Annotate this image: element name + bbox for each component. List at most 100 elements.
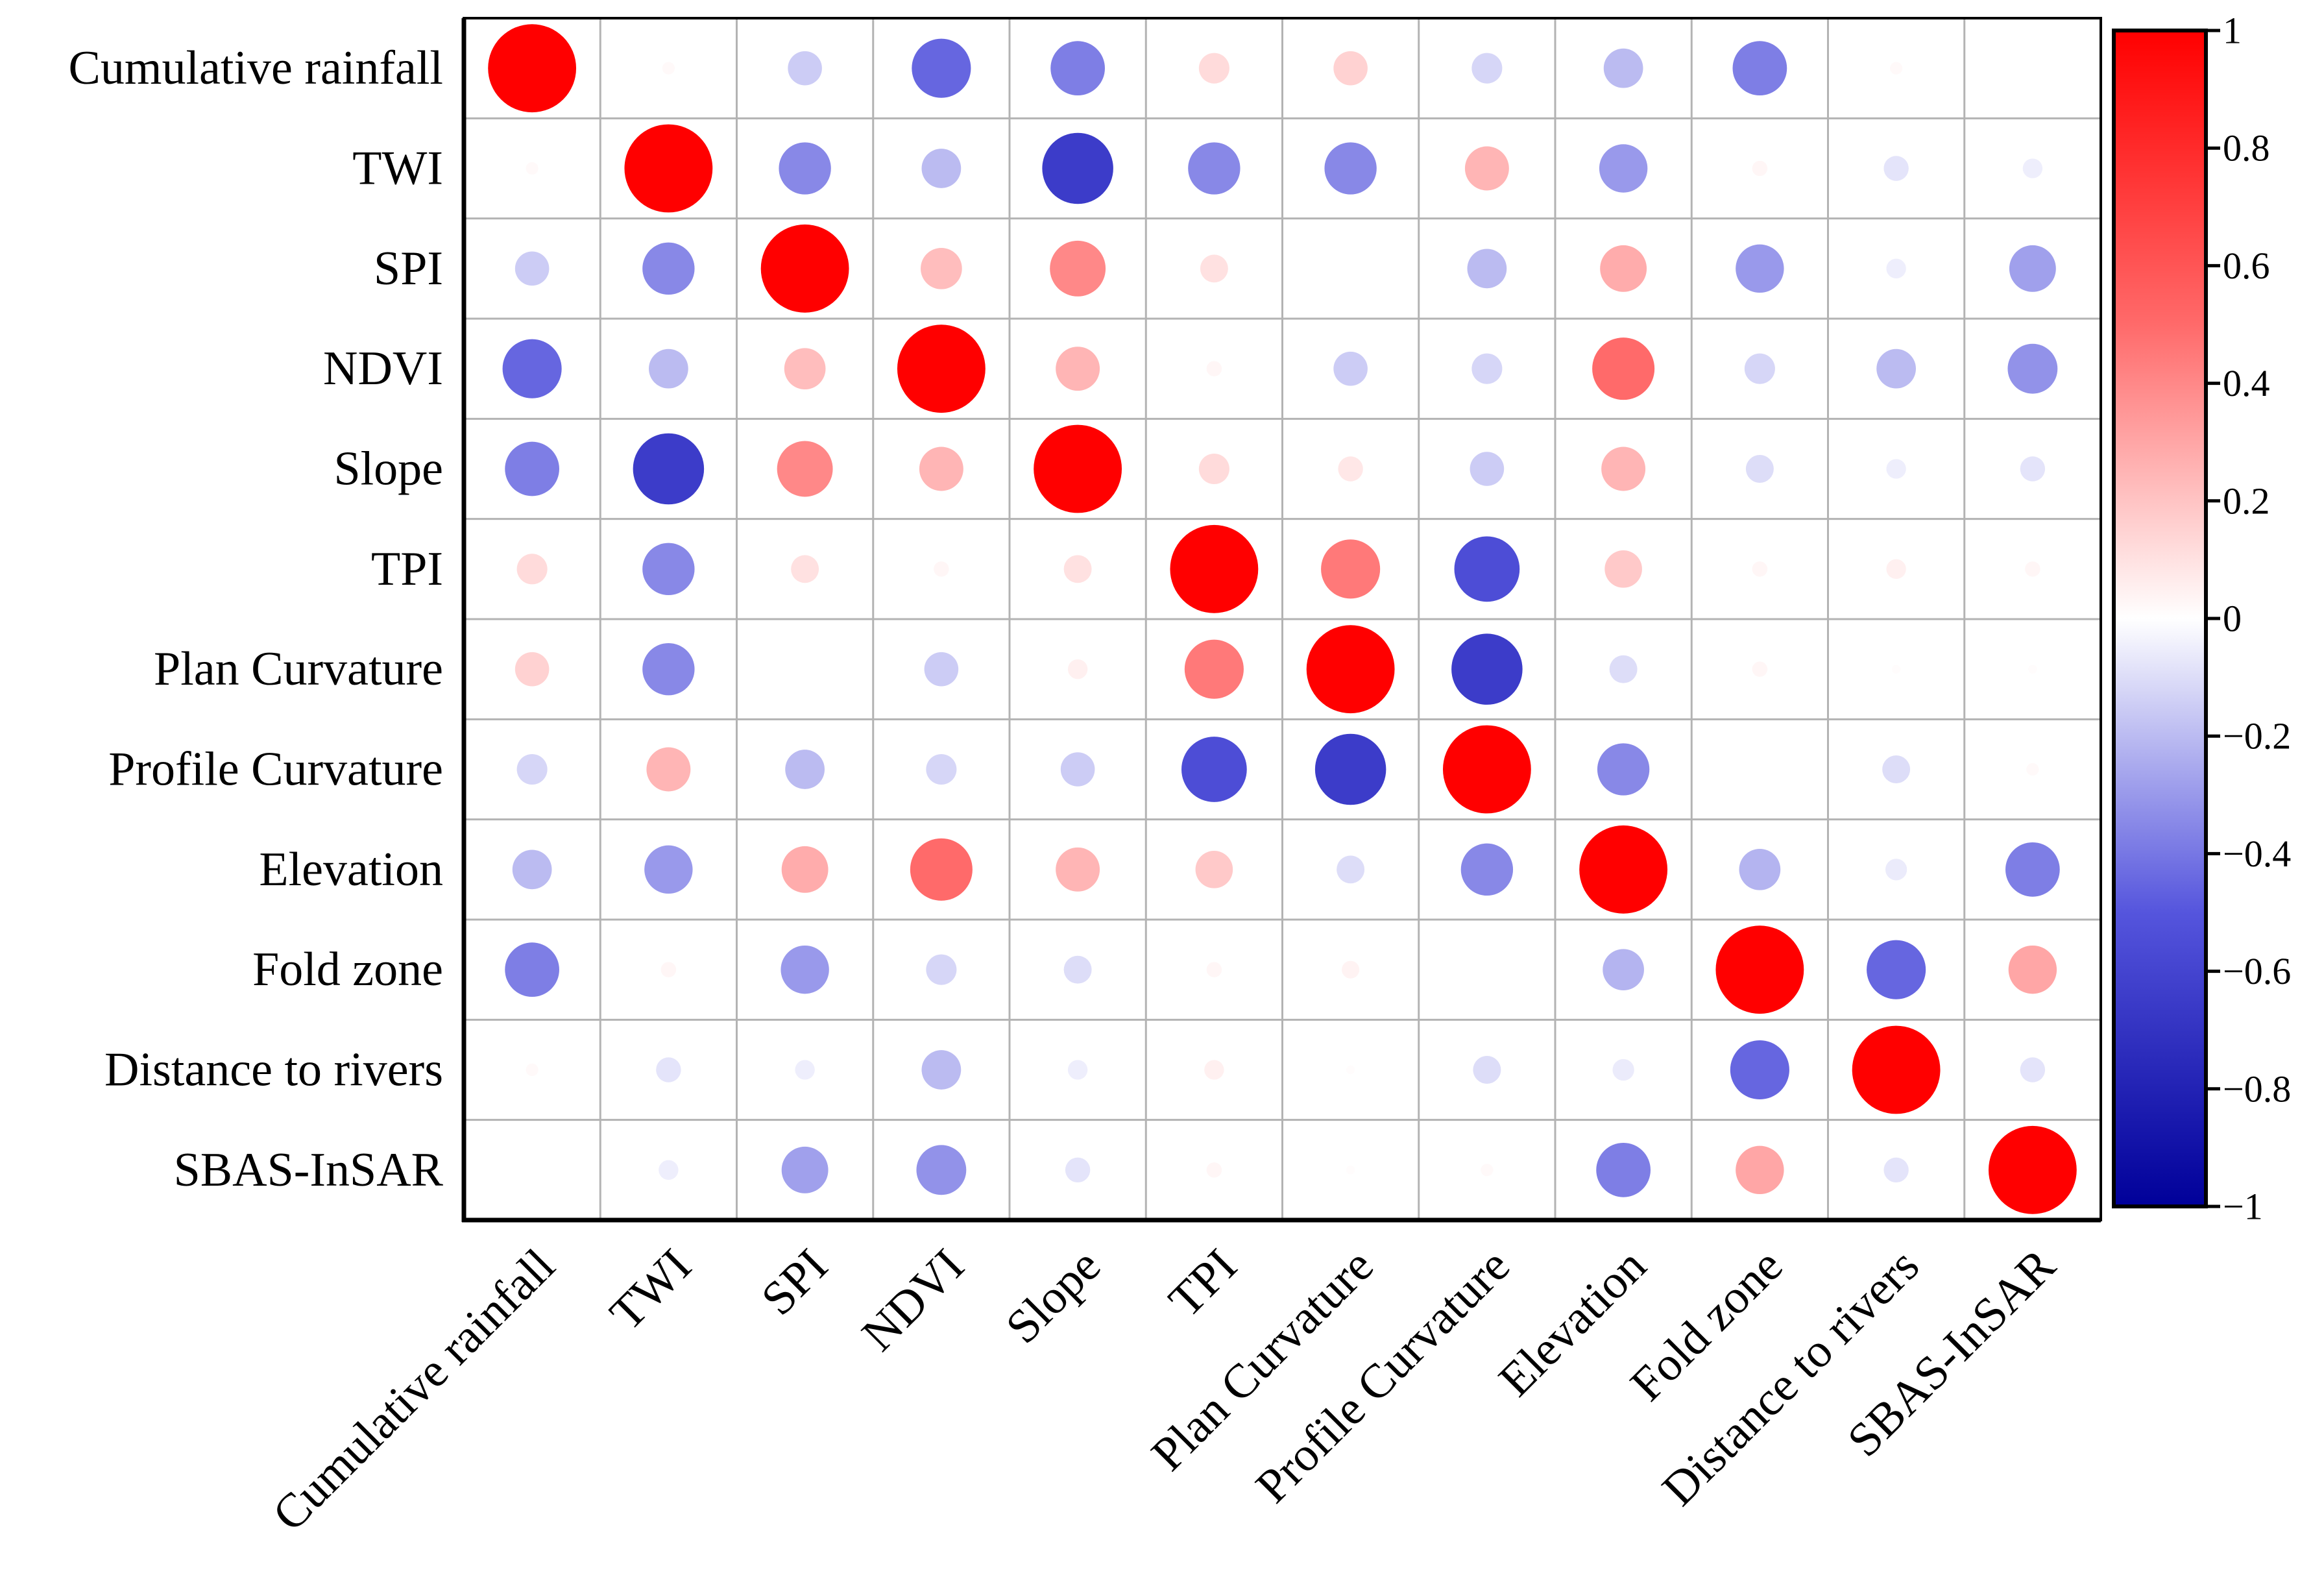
correlation-circle xyxy=(1732,41,1787,96)
correlation-circle xyxy=(642,543,695,596)
row-label: TWI xyxy=(352,142,443,195)
correlation-circle xyxy=(512,850,552,890)
row-label: SBAS-InSAR xyxy=(174,1143,444,1197)
correlation-circle xyxy=(1200,254,1228,283)
correlation-circle xyxy=(1204,1060,1224,1080)
colorbar-tick-label: 0.2 xyxy=(2223,480,2270,522)
column-label: SPI xyxy=(751,1239,838,1326)
correlation-circle xyxy=(1744,353,1775,384)
correlation-circle xyxy=(1883,1157,1909,1183)
colorbar-gradient xyxy=(2112,29,2208,1208)
colorbar-tick-label: −0.6 xyxy=(2223,950,2291,992)
correlation-circle xyxy=(1882,755,1911,783)
column-label: Profile Curvature xyxy=(1246,1239,1520,1513)
row-label: Cumulative rainfall xyxy=(69,42,443,95)
correlation-circle xyxy=(1752,561,1768,577)
column-label: NDVI xyxy=(852,1239,974,1362)
correlation-circle xyxy=(1442,725,1531,814)
correlation-circle xyxy=(2020,456,2046,482)
correlation-circle xyxy=(784,348,826,390)
column-label: TWI xyxy=(600,1239,702,1341)
correlation-circle xyxy=(926,753,957,785)
correlation-circle xyxy=(1886,258,1906,279)
correlation-circle xyxy=(1042,132,1113,204)
correlation-circle xyxy=(1321,539,1381,599)
correlation-circle xyxy=(926,954,957,985)
correlation-circle xyxy=(1890,62,1903,75)
correlation-circle xyxy=(1470,452,1505,486)
correlation-circle xyxy=(1460,843,1514,896)
correlation-circle xyxy=(1467,249,1507,289)
correlation-circle xyxy=(1603,949,1644,991)
correlation-circle xyxy=(921,1050,962,1090)
correlation-circle xyxy=(649,348,688,389)
correlation-circle xyxy=(1473,1056,1501,1084)
correlation-circle xyxy=(1346,1065,1355,1075)
correlation-circle xyxy=(1612,1058,1634,1081)
correlation-circle xyxy=(1464,146,1509,191)
correlation-circle xyxy=(781,945,829,994)
colorbar-tick-label: 0 xyxy=(2223,598,2242,640)
row-label: TPI xyxy=(371,543,443,596)
correlation-circle xyxy=(1471,353,1503,384)
correlation-circle xyxy=(1056,347,1100,391)
correlation-circle xyxy=(1063,955,1092,984)
correlation-circle xyxy=(2008,945,2057,994)
correlation-circle xyxy=(1206,1162,1222,1178)
correlation-circle xyxy=(1736,1145,1784,1195)
correlation-circle xyxy=(1609,655,1638,683)
correlation-circle xyxy=(921,149,962,188)
column-label: TPI xyxy=(1159,1239,1247,1327)
correlation-circle xyxy=(788,51,822,86)
colorbar-ticks: −1 −0.8 −0.6 −0.4 −0.2 0 0.2 0.4 0.6 0.8 1 xyxy=(2206,10,2291,1228)
correlation-circle xyxy=(660,962,677,977)
correlation-circle xyxy=(1067,659,1088,679)
correlation-circle xyxy=(526,1063,539,1077)
correlation-circle xyxy=(1481,1164,1494,1177)
correlation-circle xyxy=(1599,144,1648,193)
correlation-circle xyxy=(1601,446,1646,491)
correlation-circle xyxy=(2020,1057,2046,1082)
colorbar-tick-label: −0.4 xyxy=(2223,833,2291,875)
correlation-circle xyxy=(1867,940,1926,999)
correlation-circle xyxy=(1451,633,1523,705)
correlation-circle xyxy=(795,1060,815,1080)
correlation-circle xyxy=(1730,1040,1789,1100)
correlation-circle xyxy=(779,142,831,195)
correlation-circle xyxy=(1333,51,1368,86)
column-label: Distance to rivers xyxy=(1652,1239,1930,1516)
correlation-circle xyxy=(1752,661,1768,677)
correlation-circle xyxy=(1592,337,1655,400)
correlation-circle xyxy=(516,753,548,785)
column-labels: Cumulative rainfall TWI SPI NDVI Slope TPIPla… xyxy=(263,1239,2066,1542)
correlation-circle xyxy=(1988,1125,2077,1214)
correlation-circle xyxy=(1314,733,1386,805)
correlation-circle xyxy=(1206,962,1222,977)
correlation-circles xyxy=(488,24,2077,1214)
correlation-circle xyxy=(1885,859,1907,881)
correlation-circle xyxy=(646,747,691,792)
row-label: Fold zone xyxy=(252,943,443,996)
correlation-circle xyxy=(1188,142,1241,195)
correlation-circle xyxy=(1876,348,1916,389)
correlation-circle xyxy=(1065,1157,1091,1183)
row-label: SPI xyxy=(374,242,443,295)
correlation-circle xyxy=(2026,763,2039,776)
correlation-circle xyxy=(1181,737,1247,802)
correlation-circle xyxy=(1060,752,1095,787)
correlation-circle xyxy=(642,642,695,696)
colorbar-tick-label: −1 xyxy=(2223,1186,2263,1228)
correlation-circle xyxy=(659,1160,679,1180)
correlation-circle xyxy=(2009,245,2056,292)
correlation-circle xyxy=(1337,855,1365,884)
correlation-circle xyxy=(1050,240,1106,297)
column-label: Slope xyxy=(996,1239,1111,1354)
correlation-circle xyxy=(502,339,562,398)
correlation-circle xyxy=(910,838,973,901)
row-label: Elevation xyxy=(259,843,443,896)
row-label: Distance to rivers xyxy=(104,1044,443,1097)
correlation-circle xyxy=(785,750,825,789)
correlation-circle xyxy=(897,324,986,413)
correlation-circle xyxy=(2007,343,2058,394)
colorbar xyxy=(2112,29,2208,1208)
